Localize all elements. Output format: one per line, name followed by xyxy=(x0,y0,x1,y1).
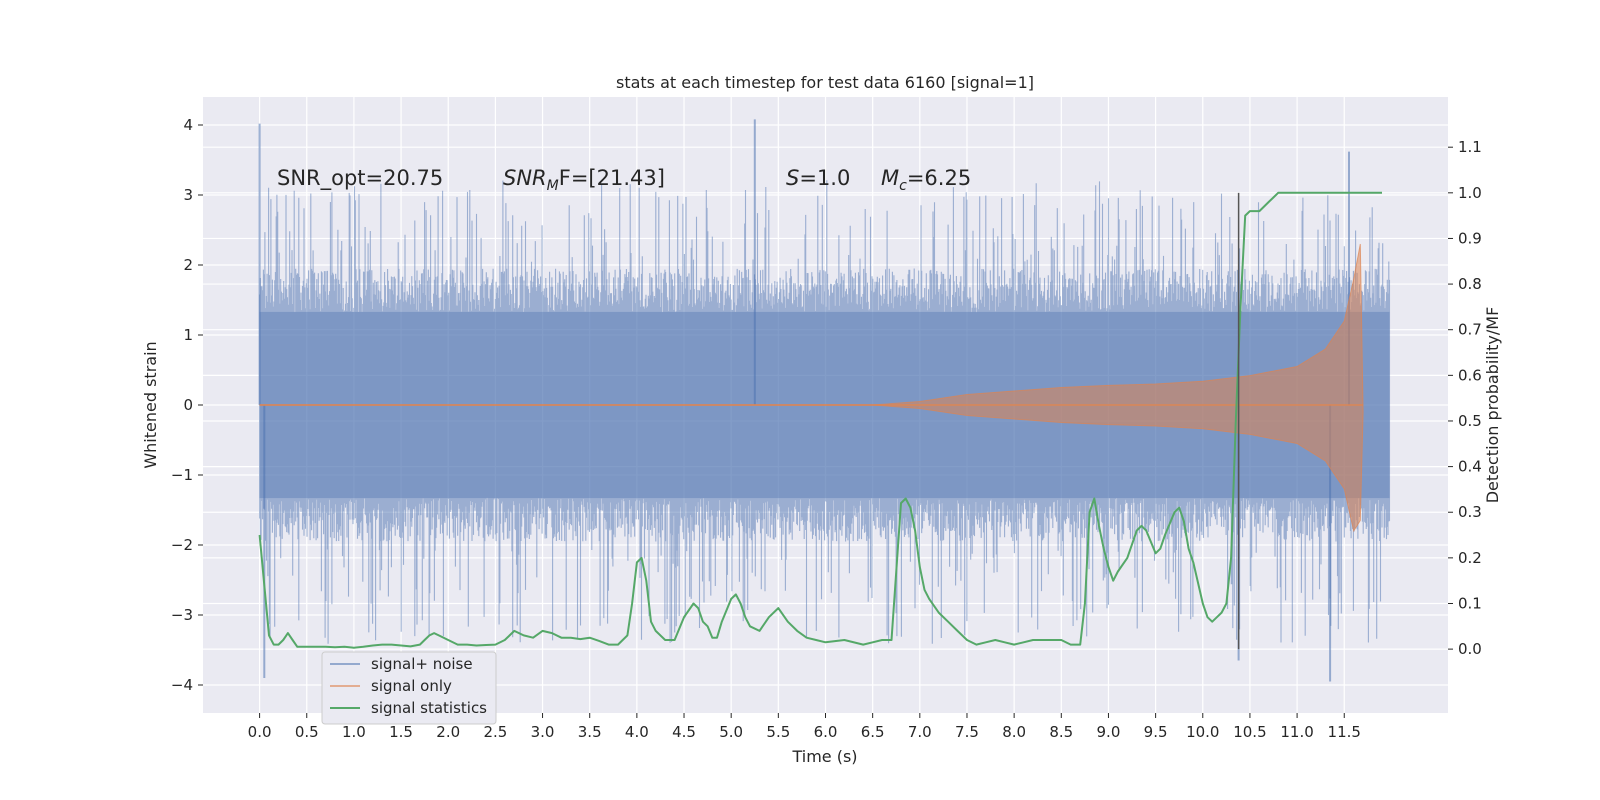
annotation-s: S=1.0 xyxy=(786,166,850,190)
y-tick-label: −1 xyxy=(171,466,193,484)
snr-mf-base: SNR xyxy=(503,166,547,190)
x-tick-label: 11.0 xyxy=(1280,723,1313,741)
x-tick-label: 0.0 xyxy=(248,723,272,741)
x-tick-label: 2.5 xyxy=(483,723,507,741)
x-tick-label: 3.5 xyxy=(578,723,602,741)
x-tick-label: 2.0 xyxy=(436,723,460,741)
y-tick-label: −2 xyxy=(171,536,193,554)
signal-series xyxy=(259,243,1364,533)
y2-axis-title: Detection probability/MF xyxy=(1483,307,1502,504)
y-tick-label: 0 xyxy=(183,396,193,414)
y-tick-label: 1 xyxy=(183,326,193,344)
x-tick-label: 4.0 xyxy=(625,723,649,741)
legend-label-statistics: signal statistics xyxy=(371,699,487,717)
x-tick-label: 7.5 xyxy=(955,723,979,741)
x-tick-label: 3.0 xyxy=(531,723,555,741)
x-tick-label: 8.0 xyxy=(1002,723,1026,741)
y2-tick-label: 0.6 xyxy=(1458,366,1482,384)
x-tick-label: 8.5 xyxy=(1049,723,1073,741)
x-tick-label: 6.5 xyxy=(861,723,885,741)
mc-subscript: c xyxy=(899,178,907,194)
y-tick-label: −4 xyxy=(171,676,193,694)
annotation-snr-mf: SNRMF=[21.43] xyxy=(503,166,665,194)
y2-tick-label: 0.2 xyxy=(1458,549,1482,567)
chart-title: stats at each timestep for test data 616… xyxy=(616,73,1034,92)
y-axis-title: Whitened strain xyxy=(141,341,160,468)
x-tick-label: 9.0 xyxy=(1097,723,1121,741)
y-tick-label: 4 xyxy=(183,116,193,134)
snr-mf-rest: F=[21.43] xyxy=(559,166,665,190)
axis-ticks: 0.0 0.5 1.0 1.5 2.0 2.5 3.0 3.5 4.0 4.5 5.0 5.5 6.0 6… xyxy=(171,116,1482,741)
x-tick-label: 11.5 xyxy=(1328,723,1361,741)
x-tick-label: 0.5 xyxy=(295,723,319,741)
y-tick-label: 3 xyxy=(183,186,193,204)
signal-only-envelope xyxy=(259,243,1364,533)
x-tick-label: 5.0 xyxy=(719,723,743,741)
x-tick-label: 1.5 xyxy=(389,723,413,741)
y2-tick-label: 0.1 xyxy=(1458,594,1482,612)
mc-symbol: M xyxy=(881,166,899,190)
noise-strokes-lower xyxy=(259,405,1391,644)
x-tick-label: 1.0 xyxy=(342,723,366,741)
legend-label-noise: signal+ noise xyxy=(371,655,473,673)
x-axis-title: Time (s) xyxy=(791,747,857,766)
x-tick-label: 6.0 xyxy=(814,723,838,741)
x-tick-label: 9.5 xyxy=(1144,723,1168,741)
y2-tick-label: 0.5 xyxy=(1458,412,1482,430)
x-tick-label: 10.0 xyxy=(1186,723,1219,741)
y-tick-label: 2 xyxy=(183,256,193,274)
y2-tick-label: 0.3 xyxy=(1458,503,1482,521)
statistics-series xyxy=(258,191,1382,649)
annotation-mc: Mc=6.25 xyxy=(881,166,971,194)
y2-tick-label: 0.7 xyxy=(1458,321,1482,339)
y-tick-label: −3 xyxy=(171,606,193,624)
annotation-snr-opt: SNR_opt=20.75 xyxy=(277,166,443,191)
s-symbol: S xyxy=(786,166,799,190)
x-tick-label: 5.5 xyxy=(766,723,790,741)
y2-tick-label: 0.8 xyxy=(1458,275,1482,293)
noise-peaks xyxy=(258,119,1350,682)
x-tick-label: 7.0 xyxy=(908,723,932,741)
y2-tick-label: 0.0 xyxy=(1458,640,1482,658)
y2-tick-label: 0.9 xyxy=(1458,229,1482,247)
legend-box xyxy=(321,651,497,725)
legend: signal+ noise signal only signal statist… xyxy=(321,651,497,725)
legend-label-signal: signal only xyxy=(371,677,452,695)
mc-value: =6.25 xyxy=(907,166,971,190)
y2-tick-label: 1.0 xyxy=(1458,184,1482,202)
s-value: =1.0 xyxy=(799,166,850,190)
y2-tick-label: 0.4 xyxy=(1458,458,1482,476)
x-tick-label: 10.5 xyxy=(1233,723,1266,741)
x-tick-label: 4.5 xyxy=(672,723,696,741)
snr-mf-subscript: M xyxy=(547,178,559,194)
signal-statistics-line xyxy=(258,191,1382,649)
y2-tick-label: 1.1 xyxy=(1458,138,1482,156)
